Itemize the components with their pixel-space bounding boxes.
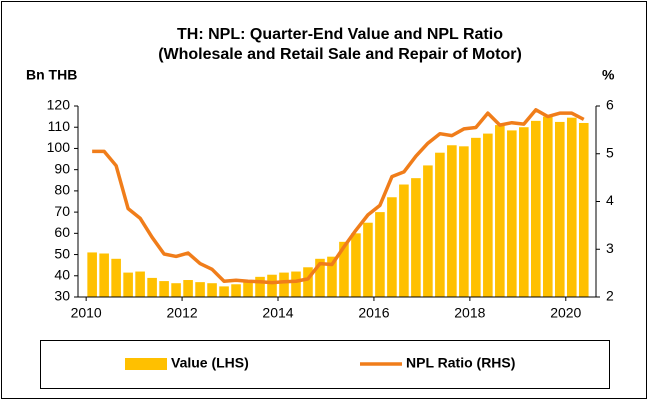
bar <box>435 152 445 297</box>
bar <box>87 252 97 297</box>
bar <box>147 277 157 297</box>
bar <box>195 282 205 297</box>
bar <box>207 283 217 297</box>
y-axis-label: Bn THB <box>26 67 77 83</box>
y2-tick-label: 2 <box>606 288 614 304</box>
y-tick-label: 120 <box>47 97 71 113</box>
y-tick-label: 60 <box>54 224 70 240</box>
bar <box>375 212 385 297</box>
bar <box>267 274 277 297</box>
x-tick-label: 2020 <box>550 305 581 321</box>
bar <box>231 284 241 297</box>
bar <box>471 137 481 297</box>
bar <box>459 146 469 297</box>
legend-label: NPL Ratio (RHS) <box>406 355 515 371</box>
bar <box>566 117 577 297</box>
bar <box>351 233 361 297</box>
bar <box>291 271 301 297</box>
bar <box>543 116 553 297</box>
legend-box <box>40 340 610 389</box>
bar <box>279 272 289 297</box>
y-tick-label: 40 <box>54 266 70 282</box>
y2-tick-label: 3 <box>606 240 614 256</box>
x-tick-label: 2010 <box>71 305 102 321</box>
bar <box>315 258 325 297</box>
bar <box>495 125 505 297</box>
bar <box>483 133 493 297</box>
bar <box>171 283 181 297</box>
bar <box>387 197 397 297</box>
bar <box>183 280 193 297</box>
y-tick-label: 80 <box>54 182 70 198</box>
y-tick-label: 30 <box>54 288 70 304</box>
bar <box>123 272 133 297</box>
legend-label: Value (LHS) <box>171 355 249 371</box>
y2-tick-label: 5 <box>606 144 614 160</box>
y-tick-label: 100 <box>47 139 71 155</box>
y-tick-label: 110 <box>48 118 71 134</box>
chart-title: TH: NPL: Quarter-End Value and NPL Ratio <box>177 26 503 43</box>
bar <box>159 281 169 297</box>
y2-tick-label: 4 <box>606 192 614 208</box>
bar <box>411 178 421 297</box>
x-tick-label: 2012 <box>167 305 198 321</box>
bar <box>111 258 121 297</box>
bar <box>399 184 409 297</box>
bar <box>99 253 109 297</box>
y2-tick-label: 6 <box>606 97 614 113</box>
bar <box>339 241 349 297</box>
bar <box>303 267 313 297</box>
bar <box>327 256 337 297</box>
chart-subtitle: (Wholesale and Retail Sale and Repair of… <box>158 46 522 63</box>
line <box>92 108 585 285</box>
bar <box>507 130 517 297</box>
y-tick-label: 90 <box>54 160 70 176</box>
legend-swatch <box>125 358 167 370</box>
bar <box>219 286 229 297</box>
y-tick-label: 70 <box>54 203 70 219</box>
bar <box>447 145 457 297</box>
x-tick-label: 2018 <box>454 305 485 321</box>
bar <box>554 121 565 298</box>
bar <box>531 120 541 297</box>
bar <box>135 271 145 297</box>
y2-axis-label: % <box>602 67 615 83</box>
x-tick-label: 2016 <box>358 305 389 321</box>
bar <box>519 127 529 297</box>
y-tick-label: 50 <box>54 245 70 261</box>
bar <box>578 122 589 297</box>
bar <box>255 276 265 297</box>
bar <box>243 280 253 297</box>
x-tick-label: 2014 <box>262 305 293 321</box>
bar <box>423 165 433 297</box>
bar <box>363 222 373 297</box>
